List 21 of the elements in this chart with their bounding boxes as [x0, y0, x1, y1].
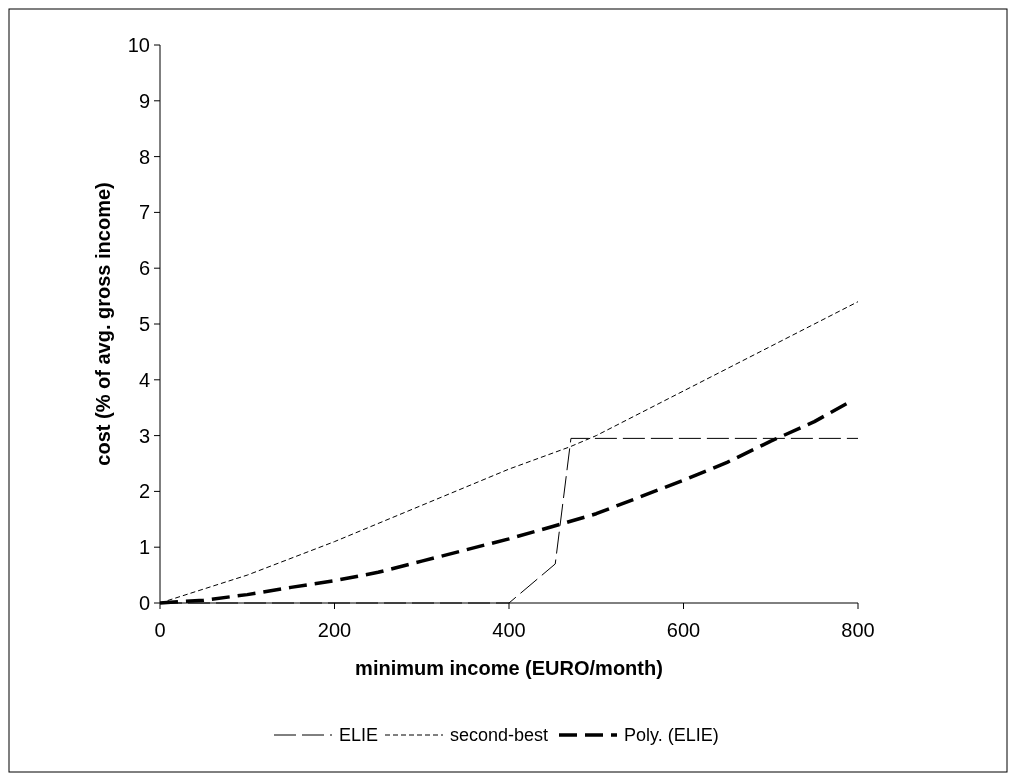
legend-label: ELIE: [339, 725, 379, 746]
y-tick-label: 0: [138, 592, 150, 614]
x-axis-title: minimum income (EURO/month): [355, 657, 663, 679]
x-tick-label: 200: [317, 619, 352, 641]
y-tick-label: 1: [138, 536, 150, 559]
legend-label: second-best: [450, 725, 549, 746]
y-tick-label: 9: [138, 89, 150, 112]
y-tick-label: 6: [138, 257, 150, 280]
y-tick-label: 7: [138, 201, 150, 224]
y-axis-title: cost (% of avg. gross income): [92, 182, 114, 466]
x-tick-label: 0: [154, 619, 166, 641]
y-tick-label: 4: [138, 368, 150, 391]
legend-label: Poly. (ELIE): [624, 725, 719, 746]
y-tick-label: 10: [127, 34, 150, 56]
x-tick-label: 400: [492, 619, 526, 641]
x-tick-label: 600: [666, 619, 701, 641]
y-tick-label: 3: [138, 424, 150, 447]
x-tick-label: 800: [841, 619, 875, 641]
y-tick-label: 2: [138, 480, 150, 503]
y-tick-label: 5: [138, 313, 150, 335]
y-tick-label: 8: [138, 145, 150, 168]
